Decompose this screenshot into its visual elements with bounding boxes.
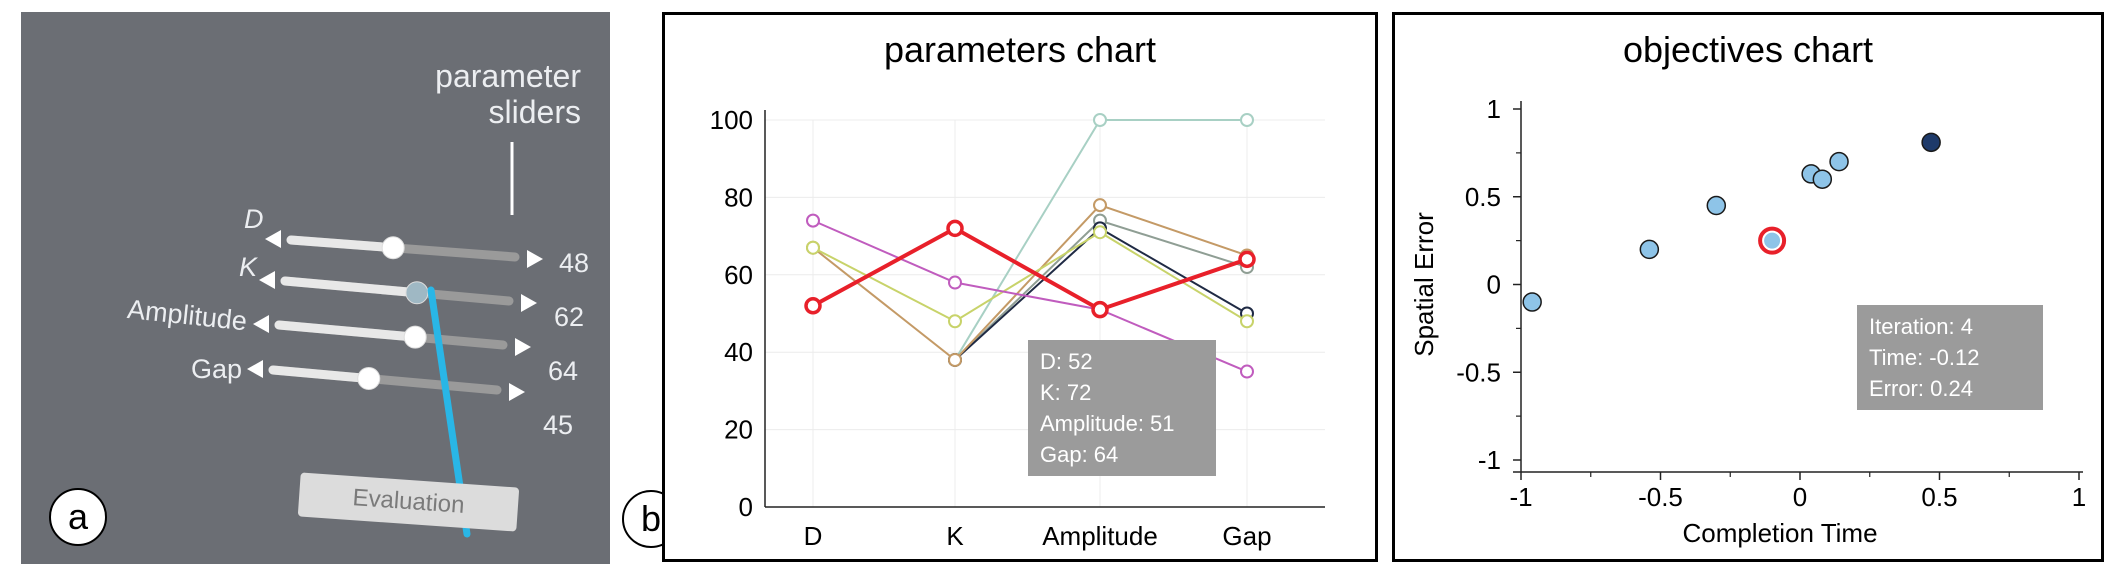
slider-value-k: 62	[554, 302, 585, 332]
scatter-point	[1764, 232, 1781, 249]
series-line	[812, 231, 1248, 323]
slider-right-arrow-icon	[509, 383, 525, 401]
tooltip-line-k: K: 72	[1040, 380, 1092, 405]
y-tick-label: 0.5	[1465, 182, 1501, 212]
x-tick-label: -0.5	[1638, 482, 1683, 512]
slider-knob	[357, 367, 381, 391]
scatter-point	[1522, 292, 1542, 312]
y-tick-label: 80	[724, 182, 753, 212]
series-point	[806, 213, 820, 228]
slider-left-arrow-icon	[247, 360, 263, 378]
annotation-label: parameter sliders	[391, 58, 581, 130]
y-axis-label: Spatial Error	[1409, 212, 1439, 357]
objectives-chart: -1 -0.5 0 0.5 1 -1 -0.5 0 0.5 1 Completion Time Spa…	[1409, 94, 2086, 548]
x-tick-label: D	[804, 521, 823, 551]
series-point	[804, 297, 822, 315]
series-point	[948, 352, 962, 367]
parameters-chart-panel: parameters chart 0 20 40 60 80 100 D K Amplitude…	[662, 12, 1378, 562]
tooltip-line-d: D: 52	[1040, 349, 1093, 374]
series-point	[1093, 198, 1107, 213]
slider-fill	[280, 276, 422, 298]
series-point	[948, 314, 962, 329]
annotation-line-2: sliders	[488, 94, 581, 130]
slider-label-gap: Gap	[191, 354, 243, 384]
y-tick-label: 40	[724, 337, 753, 367]
series-point	[1238, 250, 1256, 269]
x-tick-label: K	[946, 521, 964, 551]
slider-label-d: D	[244, 204, 264, 234]
series-point	[1240, 314, 1254, 329]
y-tick-label: 0	[739, 492, 753, 522]
series-line	[812, 226, 1248, 312]
slider-knob	[405, 281, 429, 305]
series-line	[812, 203, 1248, 362]
objectives-chart-panel: objectives chart -1 -0.5 0 0.5 1 -1 -0.5 0 0.5 1 C…	[1392, 12, 2104, 562]
tooltip-line-error: Error: 0.24	[1869, 376, 1973, 401]
tooltip-line-time: Time: -0.12	[1869, 345, 1980, 370]
series-point	[1091, 300, 1109, 319]
slider-fill	[268, 365, 374, 384]
series-point	[806, 240, 820, 255]
slider-right-arrow-icon	[515, 338, 531, 356]
series-point	[946, 219, 964, 238]
slider-knob	[403, 325, 427, 349]
scatter-point	[1706, 195, 1727, 216]
series-point	[1093, 113, 1107, 127]
highlight-ring	[1758, 226, 1787, 255]
panel-caption-a: a	[49, 488, 107, 546]
annotation-line-1: parameter	[435, 58, 581, 94]
y-tick-label: -0.5	[1456, 357, 1501, 387]
tooltip-line-amplitude: Amplitude: 51	[1040, 411, 1175, 436]
slider-left-arrow-icon	[259, 271, 275, 289]
parameters-chart: 0 20 40 60 80 100 D K Amplitude Gap	[710, 105, 1325, 551]
slider-fill	[274, 320, 420, 342]
tooltip-line-gap: Gap: 64	[1040, 442, 1119, 467]
slider-value-amplitude: 64	[548, 356, 579, 386]
objectives-chart-title: objectives chart	[1622, 29, 1874, 70]
slider-label-k: K	[239, 252, 258, 282]
tooltip-line-iteration: Iteration: 4	[1869, 314, 1973, 339]
slider-scene	[247, 142, 543, 538]
series-point	[1240, 364, 1254, 379]
objectives-tooltip: Iteration: 4 Time: -0.12 Error: 0.24	[1857, 305, 2043, 410]
scatter-point	[1639, 239, 1660, 260]
parameters-tooltip: D: 52 K: 72 Amplitude: 51 Gap: 64	[1028, 340, 1216, 476]
scatter-point	[1812, 169, 1833, 189]
slider-left-arrow-icon	[253, 315, 269, 333]
parameters-chart-title: parameters chart	[883, 29, 1157, 70]
y-tick-label: 100	[710, 105, 753, 135]
x-tick-label: 0.5	[1921, 482, 1957, 512]
slider-right-arrow-icon	[527, 250, 543, 268]
slider-left-arrow-icon	[265, 230, 281, 248]
y-tick-label: 0	[1487, 270, 1501, 300]
x-tick-label: Gap	[1222, 521, 1271, 551]
slider-panel: parameter sliders D K Amplitude Gap 48 6…	[21, 12, 610, 564]
x-tick-label: -1	[1509, 482, 1532, 512]
y-tick-label: 60	[724, 260, 753, 290]
x-tick-label: 1	[2072, 482, 2086, 512]
y-tick-label: -1	[1478, 445, 1501, 475]
slider-value-gap: 45	[543, 410, 574, 440]
x-tick-label: 0	[1793, 482, 1807, 512]
series-point	[1240, 113, 1254, 127]
scatter-point	[1921, 132, 1941, 153]
slider-knob	[381, 236, 405, 260]
y-tick-label: 1	[1487, 94, 1501, 124]
y-tick-label: 20	[724, 415, 753, 445]
slider-value-d: 48	[559, 248, 590, 278]
slider-fill	[286, 235, 398, 253]
x-tick-label: Amplitude	[1042, 521, 1158, 551]
scatter-point	[1829, 151, 1849, 172]
series-point	[948, 275, 962, 290]
x-axis-label: Completion Time	[1682, 518, 1877, 548]
series-point	[1093, 225, 1107, 240]
slider-right-arrow-icon	[521, 294, 537, 312]
